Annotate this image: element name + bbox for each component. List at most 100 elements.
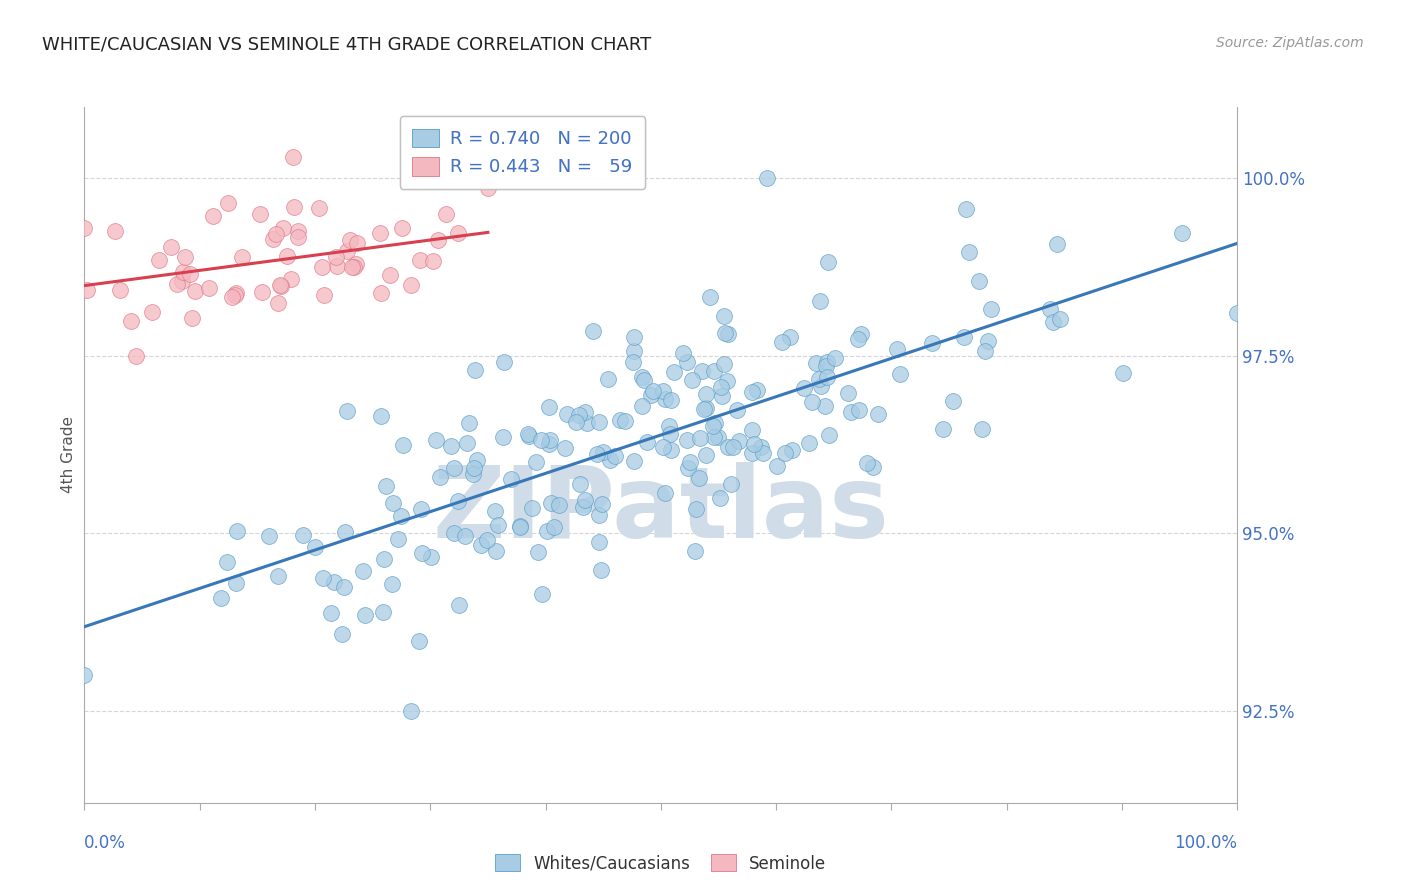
- Point: [454, 529, 477, 543]
- Point: [699, 290, 721, 304]
- Point: [346, 235, 368, 250]
- Point: [970, 422, 993, 436]
- Point: [381, 496, 404, 510]
- Point: [599, 452, 621, 467]
- Point: [848, 402, 870, 417]
- Point: [676, 433, 699, 447]
- Point: [554, 442, 576, 456]
- Point: [427, 233, 450, 247]
- Point: [588, 508, 610, 523]
- Point: [932, 422, 955, 436]
- Point: [202, 209, 225, 223]
- Point: [631, 399, 654, 413]
- Point: [817, 428, 839, 442]
- Point: [312, 571, 335, 585]
- Point: [548, 498, 571, 512]
- Point: [225, 524, 247, 538]
- Point: [713, 357, 735, 371]
- Point: [250, 285, 273, 299]
- Point: [543, 520, 565, 534]
- Point: [707, 430, 730, 444]
- Point: [591, 497, 613, 511]
- Point: [623, 454, 645, 468]
- Point: [717, 440, 740, 454]
- Point: [332, 627, 354, 641]
- Point: [810, 379, 832, 393]
- Point: [728, 434, 751, 448]
- Point: [591, 564, 613, 578]
- Point: [704, 416, 727, 430]
- Point: [509, 520, 531, 534]
- Point: [685, 501, 707, 516]
- Point: [889, 368, 911, 382]
- Point: [713, 309, 735, 323]
- Point: [716, 374, 738, 388]
- Point: [741, 446, 763, 460]
- Point: [801, 395, 824, 409]
- Point: [231, 250, 253, 264]
- Point: [651, 440, 673, 454]
- Point: [463, 461, 485, 475]
- Point: [325, 250, 347, 264]
- Point: [654, 486, 676, 500]
- Point: [516, 426, 538, 441]
- Legend: Whites/Caucasians, Seminole: Whites/Caucasians, Seminole: [489, 847, 832, 880]
- Point: [269, 277, 291, 292]
- Point: [409, 502, 432, 516]
- Point: [172, 265, 194, 279]
- Point: [270, 279, 292, 293]
- Point: [565, 415, 588, 429]
- Point: [592, 444, 614, 458]
- Point: [392, 438, 415, 452]
- Point: [807, 372, 830, 386]
- Point: [641, 384, 664, 398]
- Point: [537, 437, 560, 451]
- Point: [658, 419, 681, 434]
- Point: [540, 496, 562, 510]
- Point: [267, 296, 290, 310]
- Point: [598, 371, 620, 385]
- Point: [695, 401, 717, 416]
- Y-axis label: 4th Grade: 4th Grade: [60, 417, 76, 493]
- Point: [804, 356, 827, 370]
- Point: [839, 405, 862, 419]
- Point: [749, 441, 772, 455]
- Point: [631, 369, 654, 384]
- Point: [773, 446, 796, 460]
- Point: [683, 544, 706, 558]
- Point: [443, 461, 465, 475]
- Point: [588, 534, 610, 549]
- Point: [640, 388, 662, 402]
- Point: [120, 314, 142, 328]
- Point: [336, 244, 359, 258]
- Point: [747, 383, 769, 397]
- Point: [434, 207, 457, 221]
- Point: [679, 455, 702, 469]
- Point: [721, 440, 744, 454]
- Point: [817, 369, 839, 384]
- Point: [217, 196, 239, 211]
- Point: [308, 201, 330, 215]
- Point: [499, 472, 522, 486]
- Point: [530, 587, 553, 601]
- Point: [470, 538, 492, 552]
- Point: [485, 544, 508, 558]
- Point: [1039, 302, 1062, 317]
- Point: [411, 545, 433, 559]
- Point: [574, 405, 596, 419]
- Point: [1171, 227, 1194, 241]
- Point: [693, 401, 716, 416]
- Point: [793, 381, 815, 395]
- Point: [980, 302, 1002, 317]
- Point: [695, 448, 717, 462]
- Point: [690, 364, 713, 378]
- Point: [623, 329, 645, 343]
- Point: [461, 467, 484, 481]
- Point: [814, 359, 837, 373]
- Text: WHITE/CAUCASIAN VS SEMINOLE 4TH GRADE CORRELATION CHART: WHITE/CAUCASIAN VS SEMINOLE 4TH GRADE CO…: [42, 36, 651, 54]
- Point: [271, 220, 294, 235]
- Point: [765, 458, 787, 473]
- Point: [276, 249, 298, 263]
- Point: [287, 229, 309, 244]
- Point: [582, 324, 605, 338]
